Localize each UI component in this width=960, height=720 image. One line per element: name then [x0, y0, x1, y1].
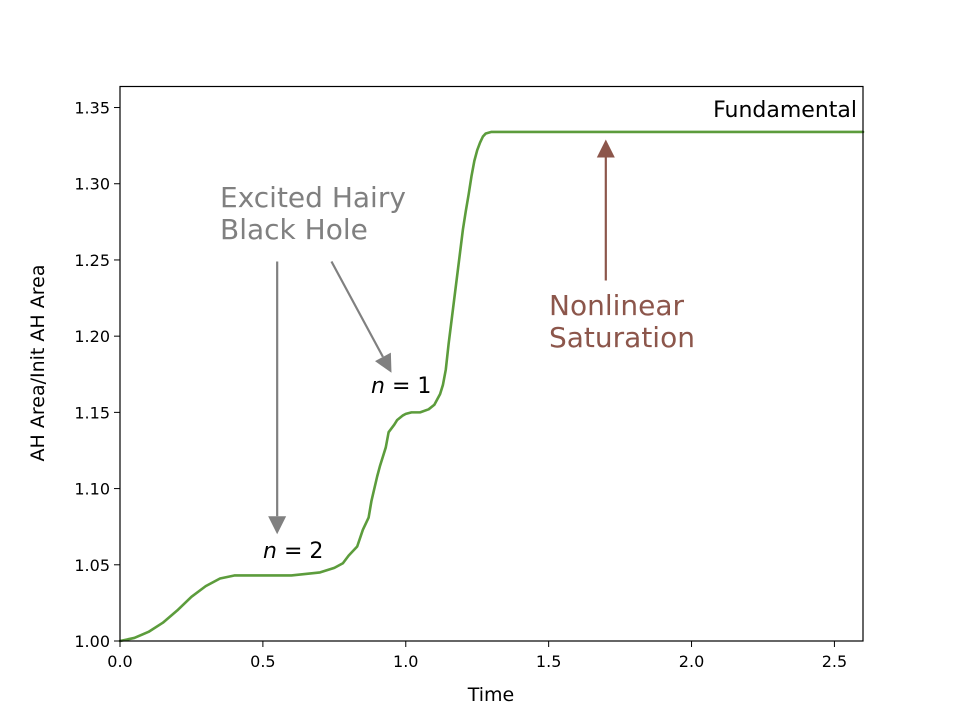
x-tick-label: 2.0 — [679, 652, 704, 671]
y-tick-label: 1.05 — [74, 556, 110, 575]
y-tick-label: 1.30 — [74, 175, 110, 194]
y-tick-label: 1.35 — [74, 99, 110, 118]
saturation-label-line-1: Nonlinear — [549, 289, 685, 322]
x-tick-label: 0.0 — [107, 652, 132, 671]
n1-label-symbol: n — [371, 374, 385, 399]
plot-frame — [119, 85, 864, 642]
x-tick-label: 1.5 — [536, 652, 561, 671]
arrow-shaft — [330, 260, 384, 358]
x-tick-label: 1.0 — [393, 652, 418, 671]
fundamental-label: Fundamental — [713, 98, 857, 123]
n2-label-symbol: n — [263, 539, 277, 564]
arrow-excited-n1 — [330, 260, 392, 373]
y-tick-label: 1.20 — [74, 327, 110, 346]
x-tick-label: 2.5 — [822, 652, 847, 671]
excited-label-line-1: Excited Hairy — [220, 181, 406, 214]
saturation-label-line-2: Saturation — [549, 321, 695, 354]
excited-label: Excited Hairy Black Hole — [220, 181, 415, 246]
arrow-head — [375, 352, 392, 373]
arrow-saturation — [596, 139, 615, 281]
y-tick-label: 1.10 — [74, 480, 110, 499]
ticks-layer: 0.0 0.5 1.0 1.5 2.0 2.5 1.00 1.05 1.10 1.15 1.20 1.… — [74, 99, 847, 671]
n1-label: n = 1 — [371, 374, 431, 399]
marks-layer — [118, 130, 865, 643]
y-tick-label: 1.25 — [74, 251, 110, 270]
excited-label-line-2: Black Hole — [220, 213, 368, 246]
y-axis-label: AH Area/Init AH Area — [27, 265, 49, 462]
x-axis-label: Time — [467, 684, 515, 706]
y-tick-label: 1.15 — [74, 403, 110, 422]
saturation-label: Nonlinear Saturation — [549, 289, 695, 354]
n2-label-value: = 2 — [277, 539, 323, 564]
y-tick-label: 1.00 — [74, 632, 110, 651]
arrow-excited-n2 — [268, 261, 287, 535]
n1-label-value: = 1 — [385, 374, 431, 399]
x-tick-label: 0.5 — [250, 652, 275, 671]
n2-label: n = 2 — [263, 539, 323, 564]
arrow-head — [596, 139, 615, 158]
arrow-head — [268, 516, 287, 535]
series-line — [118, 130, 865, 643]
